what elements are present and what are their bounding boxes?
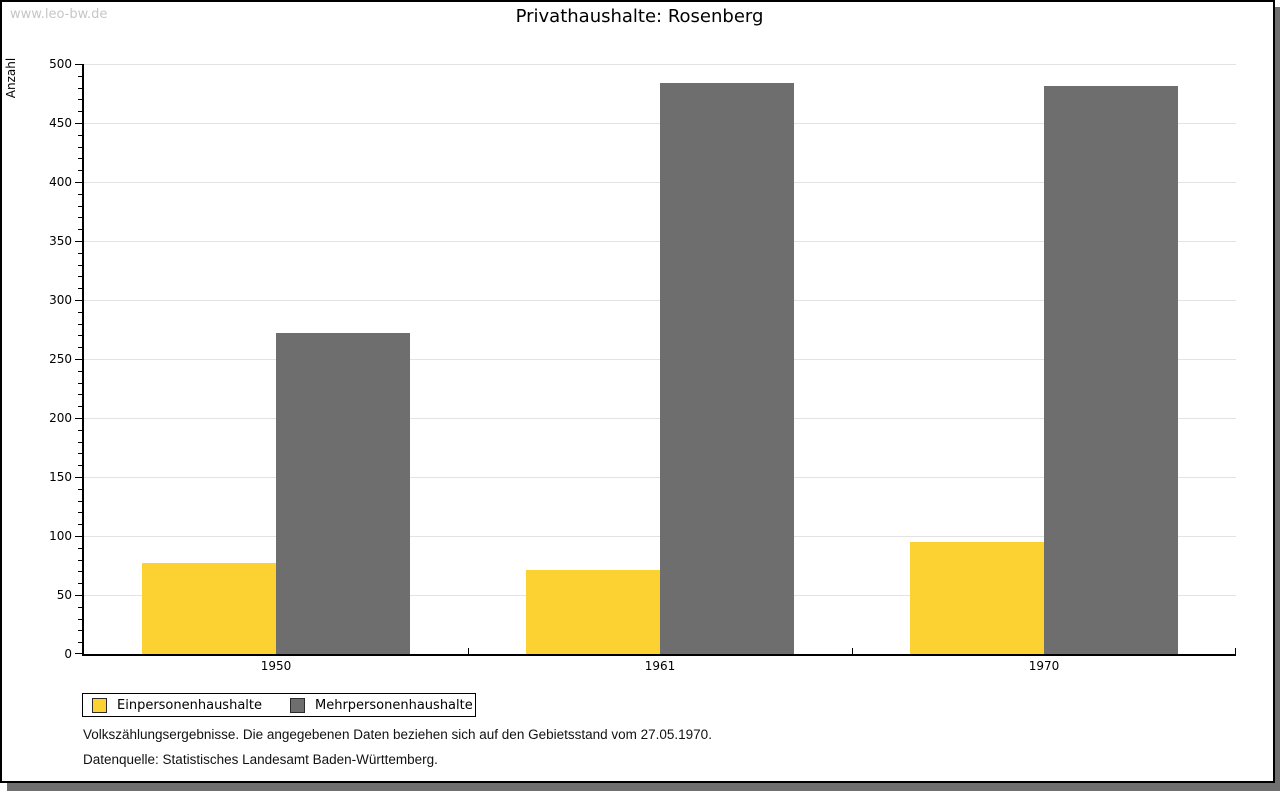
bar-1970-einpersonenhaushalte xyxy=(910,541,1044,654)
y-axis-minor-tick xyxy=(78,111,82,113)
y-axis-minor-tick xyxy=(78,571,82,573)
y-axis-major-tick xyxy=(75,359,82,360)
y-axis-minor-tick xyxy=(78,134,82,136)
x-axis-tick xyxy=(468,648,469,654)
y-axis-minor-tick xyxy=(78,630,82,632)
y-axis-minor-tick xyxy=(78,87,82,89)
y-axis-tick-label-300: 300 xyxy=(49,293,72,307)
legend-item-mehrpersonenhaushalte: Mehrpersonenhaushalte xyxy=(290,697,473,713)
y-axis-minor-tick xyxy=(78,205,82,207)
y-axis-minor-tick xyxy=(78,217,82,219)
legend-label: Mehrpersonenhaushalte xyxy=(315,697,473,713)
y-axis-minor-tick xyxy=(78,146,82,148)
legend-label: Einpersonenhaushalte xyxy=(117,697,262,713)
legend-swatch-gray xyxy=(290,697,305,713)
y-axis-major-tick xyxy=(75,653,82,654)
y-axis-minor-tick xyxy=(78,488,82,490)
legend-item-einpersonenhaushalte: Einpersonenhaushalte xyxy=(92,697,262,713)
y-axis-minor-tick xyxy=(78,465,82,467)
x-axis-label-1961: 1961 xyxy=(644,659,676,673)
y-axis-minor-tick xyxy=(78,441,82,443)
y-axis-major-tick xyxy=(75,418,82,419)
y-axis-tick-label-350: 350 xyxy=(49,234,72,248)
y-axis-tick-label-150: 150 xyxy=(49,470,72,484)
y-axis-minor-tick xyxy=(78,453,82,455)
x-axis-tick xyxy=(1235,648,1236,654)
y-axis-tick-label-0: 0 xyxy=(64,647,72,661)
y-axis-major-tick xyxy=(75,123,82,124)
y-axis-tick-label-200: 200 xyxy=(49,411,72,425)
y-axis-minor-tick xyxy=(78,559,82,561)
y-axis-minor-tick xyxy=(78,288,82,290)
y-axis-minor-tick xyxy=(78,311,82,313)
y-axis-minor-tick xyxy=(78,229,82,231)
y-axis-minor-tick xyxy=(78,429,82,431)
y-axis-minor-tick xyxy=(78,170,82,172)
y-axis-tick-label-50: 50 xyxy=(56,588,72,602)
y-axis-major-tick xyxy=(75,477,82,478)
y-axis-minor-tick xyxy=(78,193,82,195)
y-axis-tick-label-250: 250 xyxy=(49,352,72,366)
y-axis-minor-tick xyxy=(78,335,82,337)
bar-1970-mehrpersonenhaushalte xyxy=(1044,86,1178,654)
y-axis-minor-tick xyxy=(78,158,82,160)
legend-box: Einpersonenhaushalte Mehrpersonenhaushal… xyxy=(82,693,476,717)
y-axis-major-tick xyxy=(75,595,82,596)
y-axis-major-tick xyxy=(75,300,82,301)
y-axis-tick-label-100: 100 xyxy=(49,529,72,543)
gridline-y-500 xyxy=(84,64,1236,65)
y-axis-minor-tick xyxy=(78,264,82,266)
y-axis-minor-tick xyxy=(78,75,82,77)
y-axis-title: Anzahl xyxy=(4,57,18,99)
y-axis-minor-tick xyxy=(78,606,82,608)
bar-1950-mehrpersonenhaushalte xyxy=(276,333,410,654)
y-axis-minor-tick xyxy=(78,618,82,620)
y-axis-minor-tick xyxy=(78,524,82,526)
y-axis-minor-tick xyxy=(78,370,82,372)
y-axis-minor-tick xyxy=(78,642,82,644)
y-axis-minor-tick xyxy=(78,252,82,254)
y-axis-tick-label-450: 450 xyxy=(49,116,72,130)
legend-swatch-yellow xyxy=(92,697,107,713)
footnote-source-basis: Volkszählungsergebnisse. Die angegebenen… xyxy=(83,727,712,742)
frame-shadow-bottom xyxy=(7,783,1280,791)
y-axis-minor-tick xyxy=(78,394,82,396)
y-axis-major-tick xyxy=(75,241,82,242)
y-axis-minor-tick xyxy=(78,347,82,349)
watermark-text: www.leo-bw.de xyxy=(10,7,108,22)
footnote-data-source: Datenquelle: Statistisches Landesamt Bad… xyxy=(83,752,438,767)
y-axis-minor-tick xyxy=(78,323,82,325)
plot-area: 1950 1961 1970 0 50 100 150 200 250 300 350 400 450 5… xyxy=(49,57,1236,673)
chart-title: Privathaushalte: Rosenberg xyxy=(515,6,764,27)
y-axis-tick-label-400: 400 xyxy=(49,175,72,189)
y-axis-minor-tick xyxy=(78,276,82,278)
y-axis-minor-tick xyxy=(78,512,82,514)
bar-1950-einpersonenhaushalte xyxy=(142,563,276,654)
y-axis-minor-tick xyxy=(78,406,82,408)
frame-shadow-right xyxy=(1275,7,1280,783)
y-axis-minor-tick xyxy=(78,382,82,384)
y-axis-major-tick xyxy=(75,64,82,65)
y-axis-minor-tick xyxy=(78,547,82,549)
bar-1961-einpersonenhaushalte xyxy=(526,570,660,654)
y-axis-minor-tick xyxy=(78,583,82,585)
y-axis-tick-label-500: 500 xyxy=(49,57,72,71)
y-axis-major-tick xyxy=(75,182,82,183)
bar-1961-mehrpersonenhaushalte xyxy=(660,82,794,654)
y-axis-minor-tick xyxy=(78,99,82,101)
x-axis-label-1970: 1970 xyxy=(1028,659,1060,673)
y-axis-minor-tick xyxy=(78,500,82,502)
y-axis-major-tick xyxy=(75,536,82,537)
x-axis-label-1950: 1950 xyxy=(260,659,292,673)
x-axis-tick xyxy=(852,648,853,654)
